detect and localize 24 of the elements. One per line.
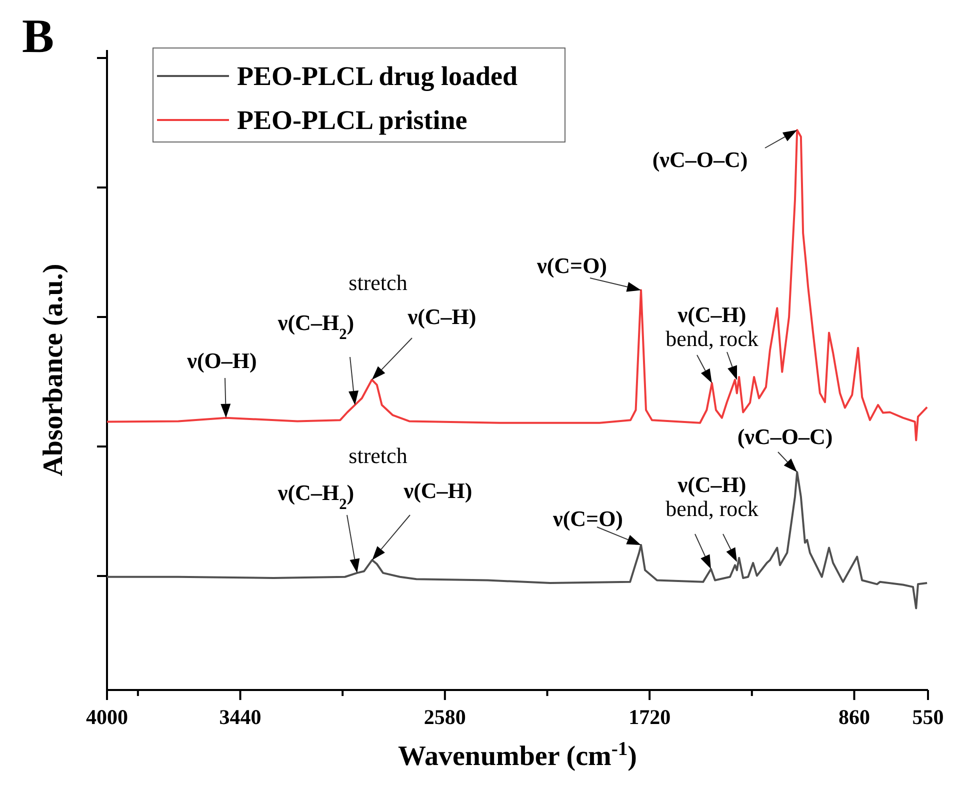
legend-label: PEO-PLCL pristine — [237, 105, 468, 135]
annotation: ν(C–H) — [406, 304, 476, 329]
annotation: ν(C=O) — [536, 253, 608, 278]
annotation: ν(C–H) bend, rock — [666, 302, 758, 351]
y-axis-title: Absorbance (a.u.) — [38, 264, 69, 476]
legend-label: PEO-PLCL drug loaded — [237, 61, 518, 91]
x-tick-label: 3440 — [219, 705, 262, 729]
x-tick-label: 2580 — [424, 705, 466, 729]
annotation: (νC–O–C) — [737, 424, 833, 449]
chart-title: B — [22, 10, 54, 63]
x-tick-label: 550 — [912, 705, 944, 729]
annotation: ν(C–H$_{2}$) — [276, 310, 354, 342]
x-tick-label: 1720 — [628, 705, 671, 729]
annotation: (νC–O–C) — [652, 147, 748, 172]
annotation: ν(C=O) — [552, 506, 624, 531]
x-tick-label: 4000 — [86, 705, 128, 729]
annotation: ν(O–H) — [186, 348, 257, 373]
x-axis-title: Wavenumber (cm$^{-1}$) — [398, 738, 638, 772]
annotation: ν(C–H) bend, rock — [666, 472, 758, 521]
annotation: stretch — [348, 443, 408, 468]
annotation: stretch — [348, 270, 408, 295]
x-tick-label: 860 — [838, 705, 870, 729]
annotation: ν(C–H) — [402, 478, 472, 503]
annotation: ν(C–H$_{2}$) — [276, 480, 354, 512]
